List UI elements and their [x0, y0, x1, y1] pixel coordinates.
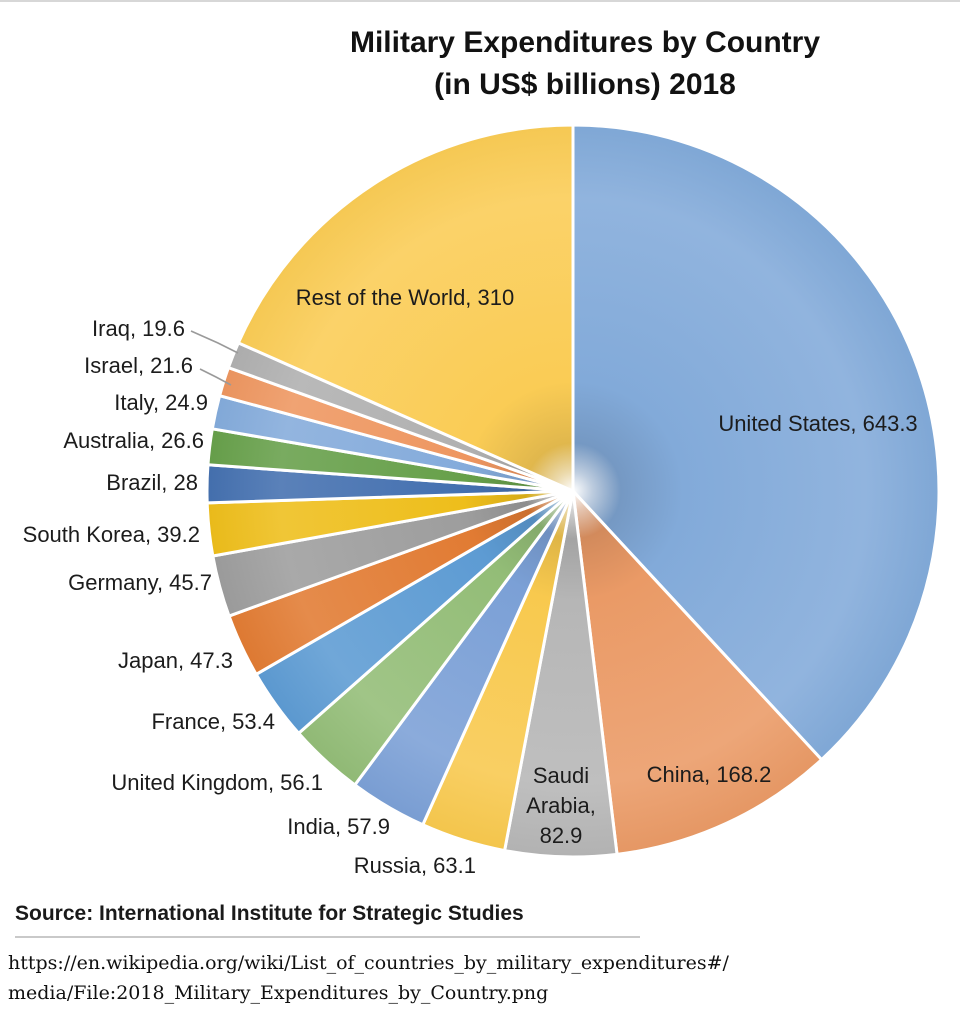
pie-center-highlight [525, 443, 621, 539]
image-top-border [0, 0, 960, 2]
slice-label-china: China, 168.2 [646, 762, 772, 787]
leader-line-iraq [190, 330, 239, 354]
slice-label-australia: Australia, 26.6 [63, 428, 204, 453]
chart-title-line2: (in US$ billions) 2018 [434, 68, 736, 101]
slice-label-brazil: Brazil, 28 [106, 470, 198, 495]
url-line1: https://en.wikipedia.org/wiki/List_of_co… [8, 952, 729, 974]
pie-slice-china [571, 489, 824, 856]
chart-title: Military Expenditures by Country (in US$… [210, 22, 960, 106]
chart-title-line1: Military Expenditures by Country [349, 26, 821, 59]
slice-label-israel: Israel, 21.6 [84, 353, 193, 378]
pie-slice-united-states [571, 123, 941, 762]
url-line2: media/File:2018_Military_Expenditures_by… [8, 982, 549, 1004]
slice-label-united-states: United States, 643.3 [718, 411, 918, 436]
slice-label-france: France, 53.4 [151, 709, 275, 734]
leader-line-israel [199, 368, 232, 386]
slice-label-south-korea: South Korea, 39.2 [22, 522, 200, 547]
slice-label-japan: Japan, 47.3 [118, 648, 233, 673]
slice-label-iraq: Iraq, 19.6 [92, 316, 185, 341]
slice-label-germany: Germany, 45.7 [68, 570, 212, 595]
pie-slice-rest-of-world [236, 123, 575, 493]
slice-label-united-kingdom: United Kingdom, 56.1 [111, 770, 323, 795]
slice-label-saudi-arabia: Saudi Arabia, 82.9 [526, 763, 596, 848]
source-text: Source: International Institute for Stra… [15, 902, 524, 925]
slice-label-rest-of-world: Rest of the World, 310 [295, 285, 515, 310]
source-underline [15, 936, 640, 938]
slice-label-india: India, 57.9 [287, 814, 390, 839]
slice-label-italy: Italy, 24.9 [114, 390, 208, 415]
url-text: https://en.wikipedia.org/wiki/List_of_co… [8, 948, 729, 1008]
slice-label-russia: Russia, 63.1 [353, 853, 476, 878]
